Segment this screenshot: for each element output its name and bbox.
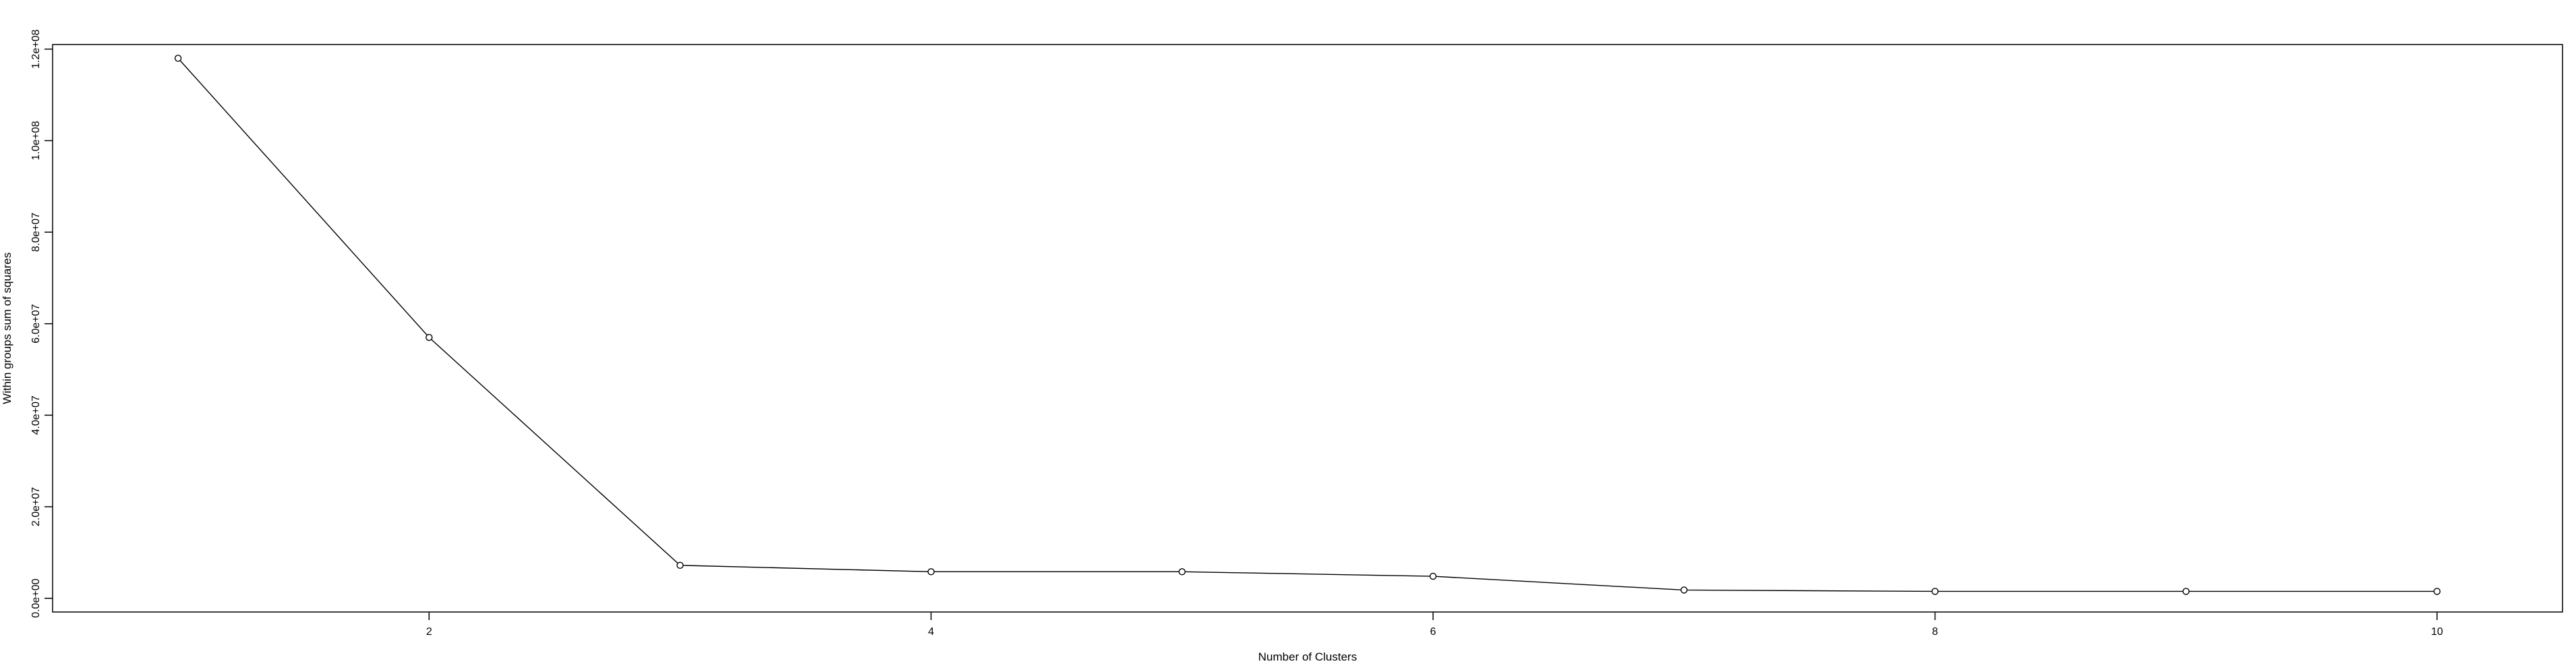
y-tick-label: 4.0e+07 [30, 395, 42, 435]
y-tick-label: 2.0e+07 [30, 487, 42, 526]
x-tick-label: 10 [2431, 626, 2443, 638]
data-point-k7 [1680, 586, 1688, 594]
data-point-k3 [676, 561, 684, 569]
x-axis-title: Number of Clusters [1258, 650, 1357, 663]
y-tick-label: 8.0e+07 [30, 213, 42, 252]
plot-frame [52, 44, 2563, 613]
data-point-k1 [174, 55, 182, 62]
series-layer [174, 55, 2441, 595]
y-axis-title: Within groups sum of squares [1, 252, 13, 404]
x-axis: 2 4 6 8 10 [426, 612, 2443, 638]
data-point-k2 [426, 333, 433, 341]
x-tick-label: 4 [928, 626, 934, 638]
data-point-k5 [1178, 568, 1186, 576]
y-tick-label: 6.0e+07 [30, 304, 42, 343]
x-tick-label: 8 [1932, 626, 1938, 638]
y-tick-label: 0.0e+00 [30, 578, 42, 617]
data-point-k6 [1429, 572, 1437, 580]
y-tick-label: 1.2e+08 [30, 30, 42, 69]
data-point-k8 [1931, 588, 1939, 595]
y-tick-label: 1.0e+08 [30, 121, 42, 160]
x-tick-label: 2 [426, 626, 432, 638]
data-point-k4 [927, 568, 935, 576]
series-line [177, 57, 2437, 592]
data-point-k10 [2433, 588, 2441, 595]
data-point-k9 [2182, 588, 2190, 595]
y-axis: 0.0e+00 2.0e+07 4.0e+07 6.0e+07 8.0e+07 1.0e+… [30, 30, 53, 618]
x-tick-label: 6 [1430, 626, 1436, 638]
